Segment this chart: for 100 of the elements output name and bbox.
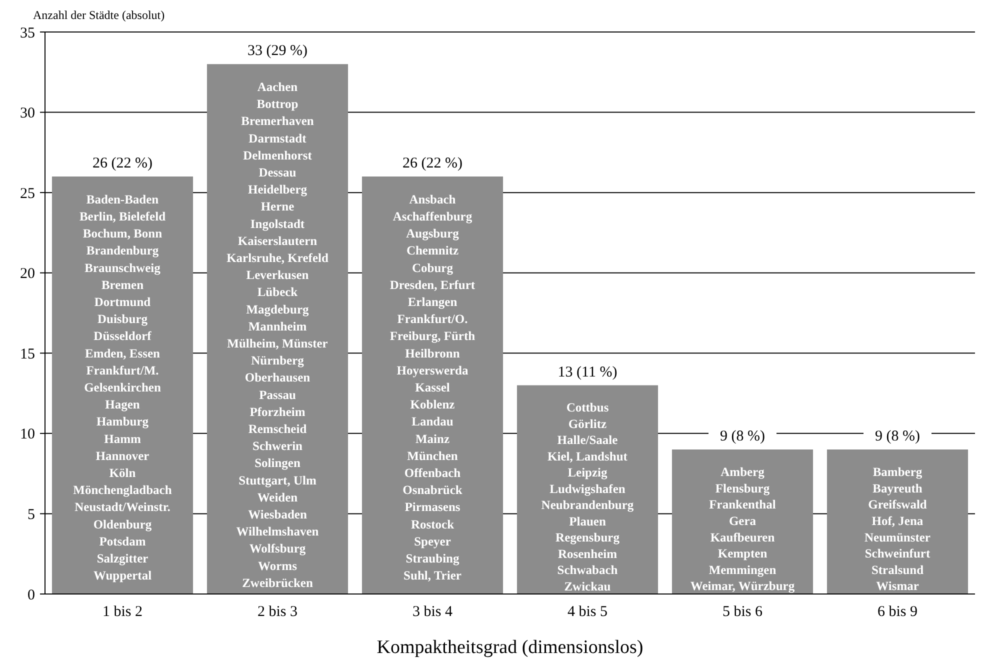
annotation: Potsdam <box>99 534 146 548</box>
annotation: Mönchengladbach <box>73 483 172 498</box>
annotation: Bremen <box>101 278 144 292</box>
annotation: Braunschweig <box>84 260 162 275</box>
x-axis-title: Kompaktheitsgrad (dimensionslos) <box>376 637 644 658</box>
annotation: Bremerhaven <box>241 114 314 128</box>
annotation: Remscheid <box>248 422 307 436</box>
annotation: Koblenz <box>410 398 456 412</box>
annotation: Erlangen <box>408 295 458 310</box>
y-tick-label: 0 <box>28 587 35 604</box>
y-tick-label: 20 <box>20 266 35 282</box>
annotation: Kempten <box>718 546 768 561</box>
annotation: Rosenheim <box>558 546 618 561</box>
annotation: Kaiserslautern <box>238 234 318 248</box>
annotation: Chemnitz <box>406 244 459 258</box>
x-tick-label: 6 bis 9 <box>877 604 918 620</box>
annotation: Baden-Baden <box>86 192 159 206</box>
data-label: 26 (22 %) <box>402 156 462 172</box>
annotation: Leipzig <box>568 466 608 480</box>
annotation: Zwickau <box>564 579 611 594</box>
y-tick-label: 35 <box>20 25 35 42</box>
annotation: Schwerin <box>252 439 303 454</box>
annotation: Gelsenkirchen <box>84 380 161 395</box>
annotation: Suhl, Trier <box>404 568 462 583</box>
annotation: Hamburg <box>96 414 150 429</box>
annotation: Weiden <box>257 490 298 504</box>
annotation: Dortmund <box>94 295 151 310</box>
annotation: Osnabrück <box>402 483 462 498</box>
annotation: Speyer <box>414 534 452 548</box>
annotation: Emden, Essen <box>84 346 160 360</box>
annotation: Wismar <box>876 579 920 594</box>
annotation: Bottrop <box>256 97 298 112</box>
data-label: 26 (22 %) <box>92 156 152 172</box>
annotation: Mainz <box>415 432 450 446</box>
x-tick-label: 3 bis 4 <box>412 604 453 620</box>
annotation: Regensburg <box>556 530 620 545</box>
data-label: 9 (8 %) <box>720 428 765 444</box>
annotation: Hagen <box>105 398 140 412</box>
annotation: Görlitz <box>568 416 608 431</box>
annotation: Delmenhorst <box>243 148 313 162</box>
annotation: Worms <box>258 558 298 573</box>
y-tick-label: 25 <box>20 186 35 202</box>
annotation: Solingen <box>254 456 300 470</box>
annotation: Halle/Saale <box>557 433 618 448</box>
bar <box>826 449 968 594</box>
annotation: Salzgitter <box>96 552 149 566</box>
annotation: Heidelberg <box>248 182 308 197</box>
annotation: Memmingen <box>708 562 776 577</box>
annotation: Schweinfurt <box>864 546 931 561</box>
annotation: Rostock <box>410 517 454 532</box>
annotation: Coburg <box>412 260 454 275</box>
annotation: Mülheim, Münster <box>227 336 328 351</box>
y-tick-label: 10 <box>20 426 35 443</box>
annotation: Kiel, Landshut <box>548 449 628 464</box>
annotation: Dresden, Erfurt <box>390 278 476 292</box>
x-tick-label: 4 bis 5 <box>567 604 608 620</box>
annotation: Stralsund <box>871 562 924 577</box>
annotation: Schwabach <box>557 563 618 578</box>
annotation: Cottbus <box>566 400 609 415</box>
annotation: Passau <box>259 388 296 402</box>
annotation: Kaufbeuren <box>710 530 775 544</box>
bar <box>362 176 504 594</box>
annotation: Lübeck <box>257 285 298 300</box>
annotation: Neustadt/Weinstr. <box>74 500 170 514</box>
annotation: Hoyerswerda <box>396 363 469 378</box>
y-axis-title: Anzahl der Städte (absolut) <box>33 8 165 22</box>
x-tick-label: 2 bis 3 <box>257 604 298 620</box>
annotation: Gera <box>728 514 757 528</box>
y-tick-label: 15 <box>20 346 35 362</box>
annotation: Mannheim <box>248 319 308 334</box>
annotation: Wolfsburg <box>249 542 306 556</box>
annotation: Köln <box>109 466 136 480</box>
annotation: Augsburg <box>406 226 460 241</box>
annotation: Bamberg <box>872 465 923 480</box>
annotation: Bayreuth <box>872 481 922 496</box>
annotation: Brandenburg <box>86 244 160 258</box>
x-tick-label: 5 bis 6 <box>722 604 763 620</box>
annotation: Aachen <box>257 80 298 94</box>
annotation: Neumünster <box>864 530 931 544</box>
annotation: Wuppertal <box>93 568 152 583</box>
annotation: Ansbach <box>409 192 456 206</box>
annotation: Heilbronn <box>405 346 460 360</box>
annotation: Duisburg <box>97 312 148 326</box>
y-tick-label: 30 <box>20 106 35 122</box>
annotation: Hamm <box>104 432 142 446</box>
annotation: Nürnberg <box>251 354 305 368</box>
annotation: Aschaffenburg <box>392 210 473 224</box>
annotation: Flensburg <box>715 481 770 496</box>
annotation: Oberhausen <box>244 370 310 385</box>
data-label: 13 (11 %) <box>558 364 618 380</box>
annotation: Stuttgart, Ulm <box>238 473 317 488</box>
x-tick-label: 1 bis 2 <box>102 604 143 620</box>
annotation: Hof, Jena <box>872 514 924 528</box>
annotation: Düsseldorf <box>94 329 152 344</box>
annotation: Ludwigshafen <box>550 482 626 496</box>
annotation: Frankfurt/O. <box>397 312 468 326</box>
data-label: 33 (29 %) <box>248 43 308 60</box>
annotation: Straubing <box>406 552 460 566</box>
annotation: Pirmasens <box>404 500 460 514</box>
annotation: Kassel <box>415 380 450 395</box>
